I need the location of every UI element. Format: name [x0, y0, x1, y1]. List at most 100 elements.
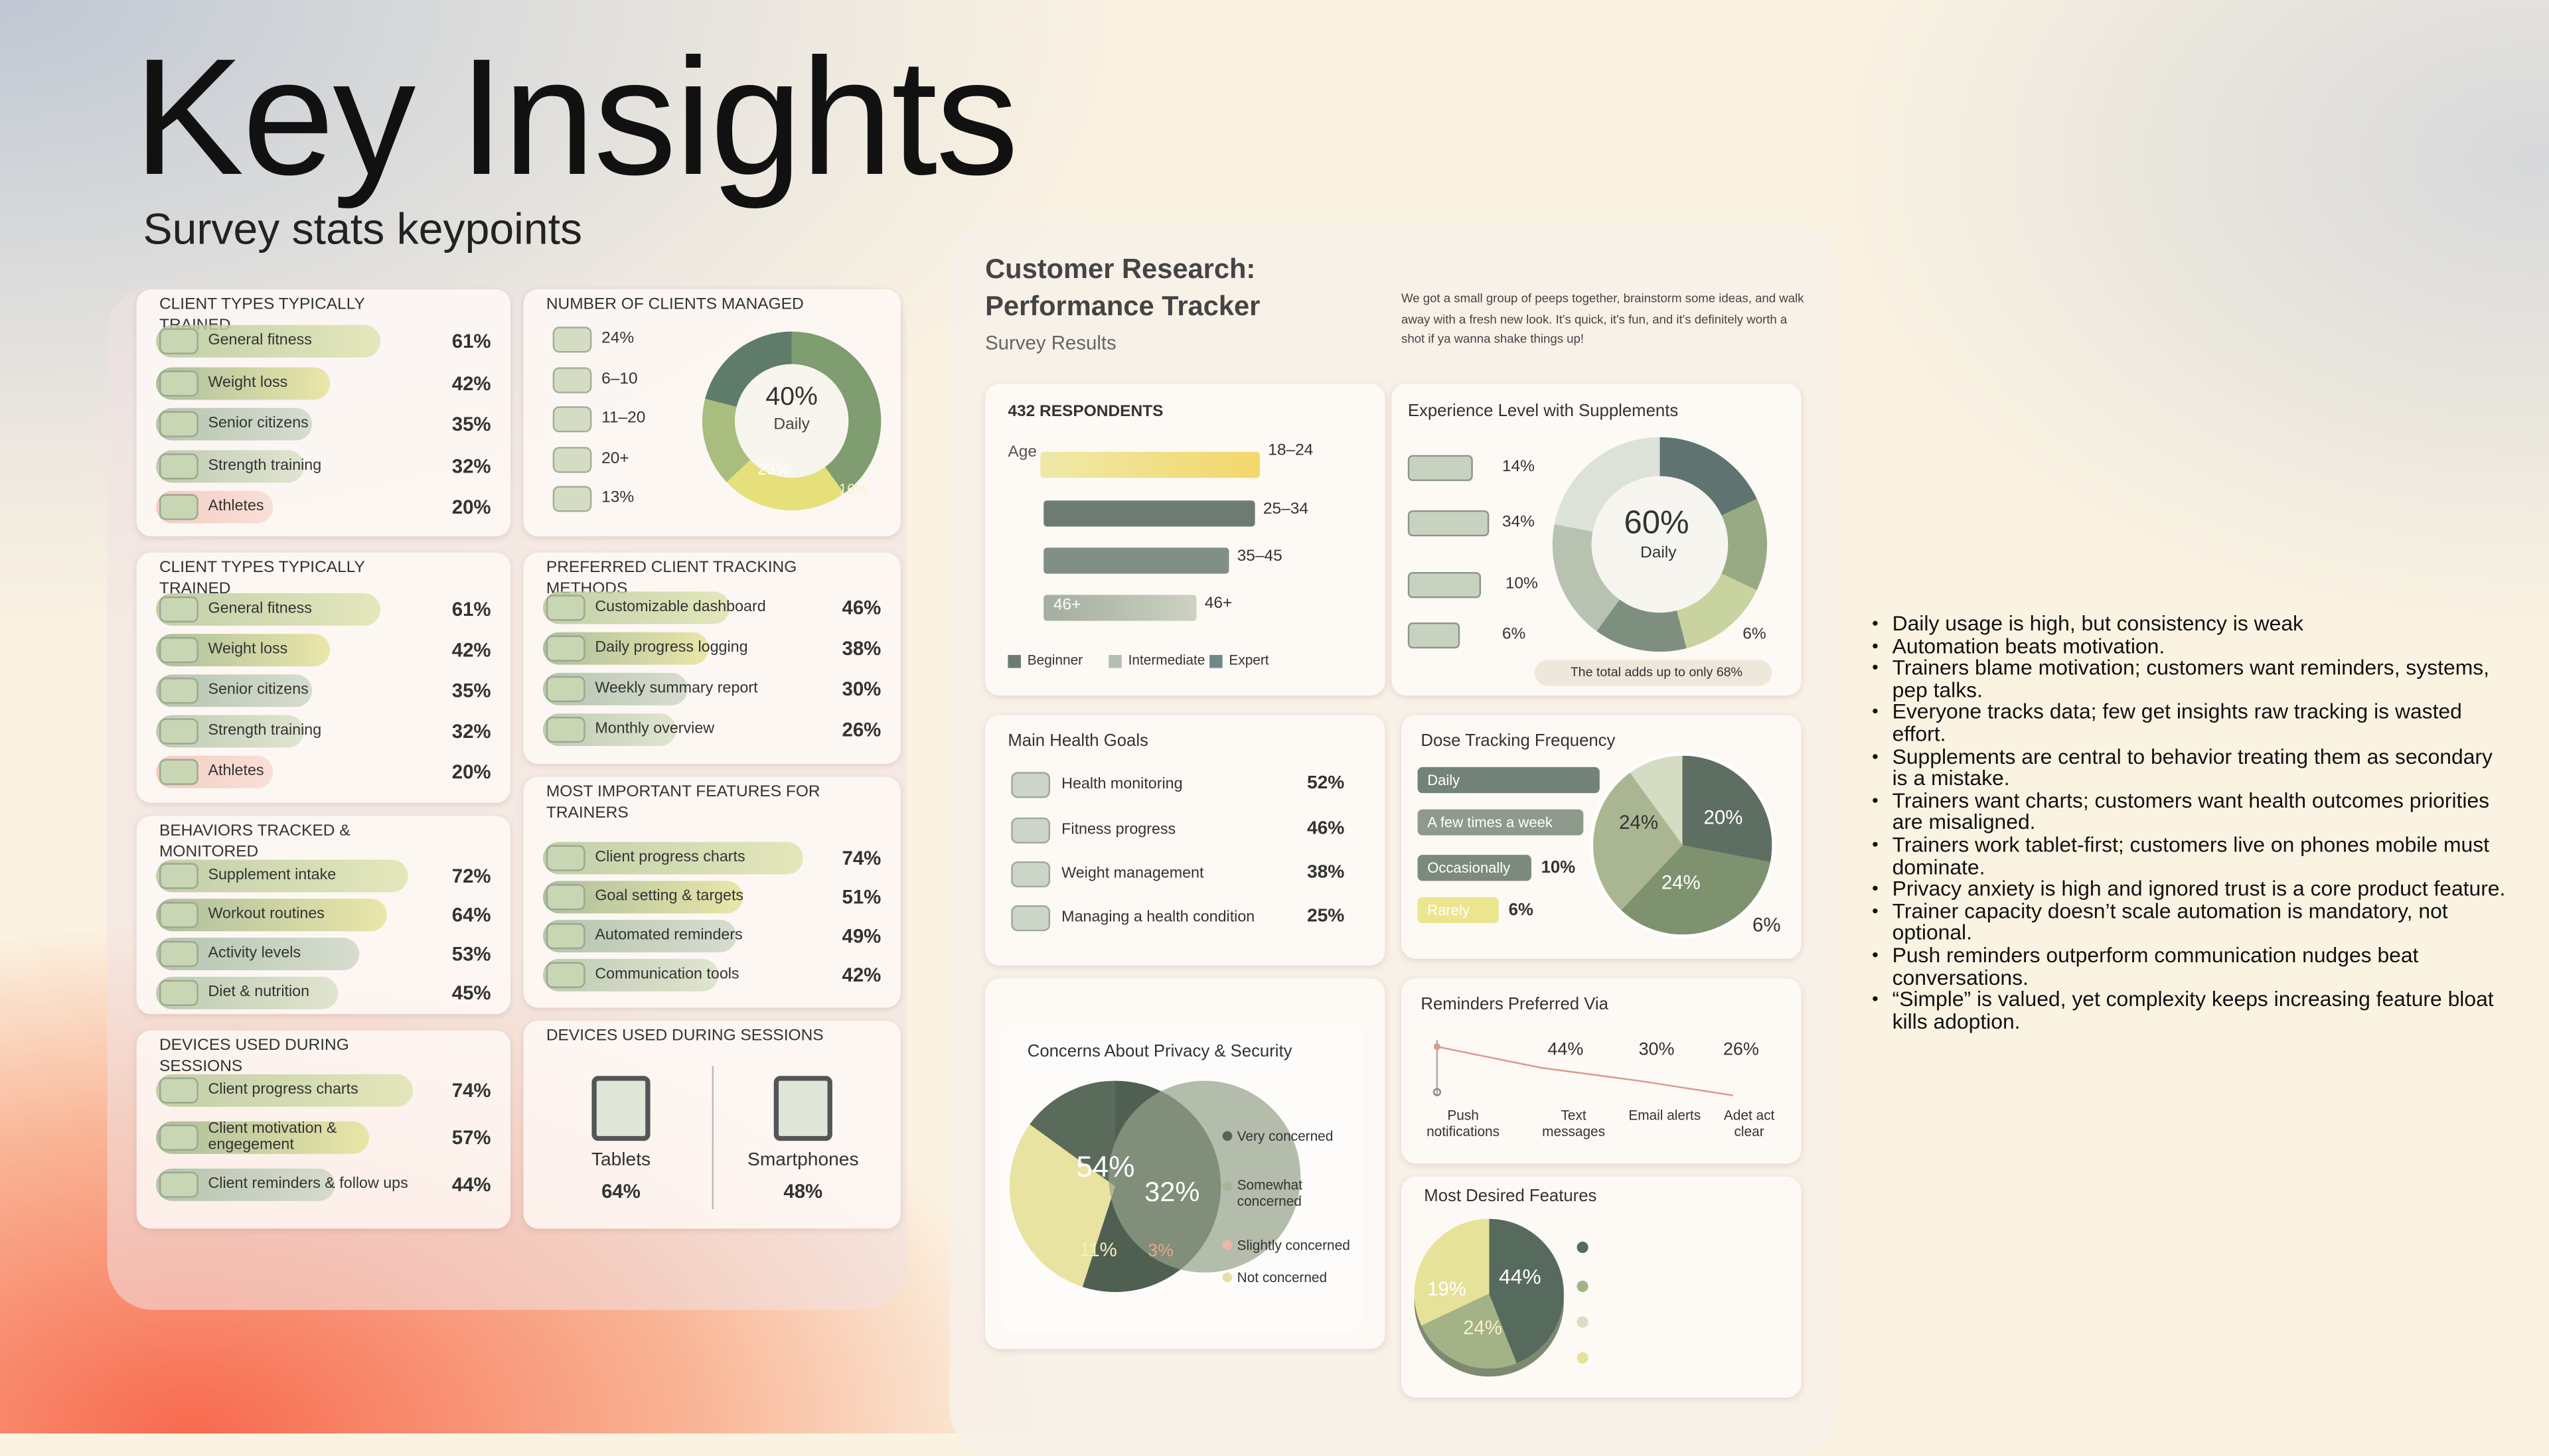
- card: Concerns About Privacy & Security 54% 32% 1…: [985, 978, 1385, 1349]
- row-value: 44%: [451, 1173, 491, 1197]
- insight-text: Automation beats motivation.: [1892, 633, 2165, 658]
- channel-label: Push notifications: [1427, 1106, 1500, 1139]
- bullet: [1873, 753, 1878, 759]
- pie-label: 3%: [1147, 1242, 1174, 1262]
- row-value: 72%: [451, 864, 491, 888]
- row-value: 46%: [842, 596, 882, 620]
- note: The total adds up to only 68%: [1570, 664, 1742, 680]
- insight-text: Trainer capacity doesn’t scale automatio…: [1892, 898, 2448, 945]
- icon: [552, 486, 592, 512]
- card: Dose Tracking Frequency Daily A few times …: [1401, 715, 1802, 959]
- card-title: Experience Level with Supplements: [1407, 401, 1679, 421]
- icon: [546, 717, 585, 743]
- pie-label: 11%: [1079, 1238, 1117, 1262]
- pie-label: 24%: [1661, 871, 1701, 894]
- insight-text: Trainers blame motivation; customers wan…: [1892, 655, 2490, 702]
- channel-label: Adet act clear: [1723, 1106, 1775, 1139]
- frequency-value: 10%: [1541, 858, 1576, 878]
- level-value: 14%: [1502, 458, 1535, 476]
- row-value: 61%: [451, 598, 491, 621]
- pie-label: 24%: [1463, 1316, 1502, 1339]
- row-label: Weight loss: [208, 640, 288, 658]
- icon: [159, 453, 198, 479]
- row-label: Automated reminders: [595, 926, 743, 944]
- card-title: Most Desired Features: [1424, 1186, 1597, 1206]
- row-value: 26%: [842, 718, 882, 741]
- card: Reminders Preferred Via 44% 30% 26% Push not…: [1401, 978, 1802, 1164]
- age-bar: [1040, 451, 1260, 478]
- insight: Privacy anxiety is high and ignored trus…: [1873, 877, 2510, 900]
- bullet: [1873, 620, 1878, 626]
- donut-label: Daily: [1640, 544, 1677, 563]
- row-value: 49%: [842, 924, 882, 948]
- row-label: General fitness: [208, 599, 312, 618]
- insight-text: Daily usage is high, but consistency is …: [1892, 611, 2303, 636]
- goal-value: 25%: [1306, 907, 1345, 926]
- level-value: 34%: [1502, 513, 1535, 532]
- age-label: 25–34: [1263, 500, 1308, 519]
- card-title: DEVICES USED DURING SESSIONS: [546, 1027, 824, 1045]
- card-title: MOST IMPORTANT FEATURES FOR TRAINERS: [546, 783, 820, 823]
- icon: [159, 1171, 198, 1198]
- level-value: 10%: [1505, 575, 1538, 593]
- age-label: 35–45: [1237, 547, 1282, 566]
- insight-text: Trainers work tablet-first; customers li…: [1892, 832, 2490, 879]
- bullet: [1873, 797, 1878, 803]
- row-label: Diet & nutrition: [208, 983, 310, 1001]
- frequency-pill: [1417, 809, 1584, 836]
- insight-text: Push reminders outperform communication …: [1892, 942, 2419, 989]
- card: MOST IMPORTANT FEATURES FOR TRAINERS Clie…: [523, 776, 901, 1008]
- pie-label: 6%: [1752, 913, 1781, 936]
- card-title: Main Health Goals: [1008, 731, 1148, 751]
- device-value: 48%: [783, 1179, 823, 1203]
- row-value: 74%: [451, 1079, 491, 1102]
- icon: [159, 718, 198, 745]
- frequency-value: 6%: [1508, 900, 1533, 920]
- legend-dot: [1222, 1272, 1233, 1283]
- bullet: [1873, 642, 1878, 648]
- row-value: 32%: [451, 454, 491, 477]
- goal-value: 38%: [1306, 863, 1345, 883]
- goal-label: Fitness progress: [1061, 820, 1176, 839]
- row-label: Client progress charts: [595, 848, 745, 867]
- bullet: [1873, 709, 1878, 715]
- card: BEHAVIORS TRACKED & MONITORED Supplement …: [136, 816, 510, 1015]
- axis-label: Age: [1008, 443, 1037, 462]
- icon: [159, 759, 198, 785]
- row-label: Client reminders & follow ups: [208, 1175, 408, 1193]
- icon: [546, 884, 585, 910]
- level-icon: [1407, 572, 1482, 599]
- goal-label: Weight management: [1061, 864, 1204, 883]
- donut: 40% Daily 23% 16%: [702, 331, 882, 510]
- channel-label: Text messages: [1542, 1106, 1606, 1139]
- donut: 60% Daily: [1552, 437, 1768, 652]
- legend-dot: [1222, 1240, 1233, 1250]
- row-label: Client motivation & engegement: [208, 1120, 337, 1154]
- legend-swatch: [1008, 654, 1021, 668]
- legend-dot: [1222, 1131, 1233, 1141]
- row-label: Athletes: [208, 762, 264, 780]
- card: NUMBER OF CLIENTS MANAGED 24% 6–10 11–20 20+…: [523, 289, 901, 537]
- row-value: 61%: [451, 330, 491, 353]
- bullet: [1873, 908, 1878, 913]
- item-label: 11–20: [601, 409, 646, 428]
- row-value: 51%: [842, 885, 882, 909]
- card-title: DEVICES USED DURING SESSIONS: [159, 1037, 349, 1076]
- insight: “Simple” is valued, yet complexity keeps…: [1873, 986, 2510, 1033]
- channel-label: Email alerts: [1628, 1106, 1701, 1124]
- donut-segment-label: 16%: [838, 480, 868, 498]
- icon: [159, 1077, 198, 1104]
- donut-value: 40%: [765, 383, 818, 411]
- goal-label: Managing a health condition: [1061, 908, 1255, 926]
- card: PREFERRED CLIENT TRACKING METHODS Customi…: [523, 552, 901, 764]
- row-bar: [156, 1074, 414, 1107]
- icon: [159, 328, 198, 354]
- donut-value: 60%: [1624, 505, 1689, 542]
- insight-text: “Simple” is valued, yet complexity keeps…: [1892, 986, 2494, 1033]
- legend-label: Very concerned: [1237, 1128, 1334, 1145]
- row-value: 32%: [451, 719, 491, 743]
- row-label: Weekly summary report: [595, 679, 758, 697]
